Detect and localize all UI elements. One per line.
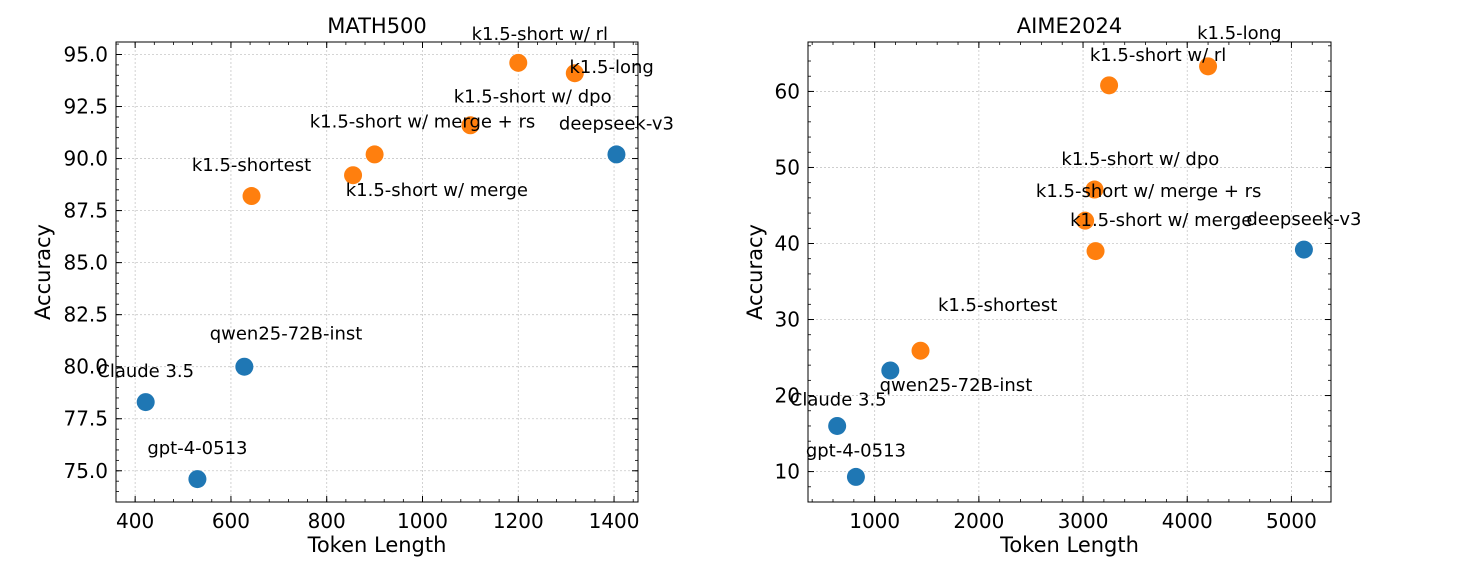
chart-0-y-tick-label: 75.0 bbox=[63, 459, 108, 483]
chart-0-data-point bbox=[509, 53, 528, 72]
chart-1-point-annotation: deepseek-v3 bbox=[1246, 209, 1361, 230]
chart-0-data-point bbox=[344, 166, 363, 185]
chart-0-point-annotation: qwen25-72B-inst bbox=[210, 324, 363, 345]
chart-0-x-tick-label: 800 bbox=[308, 509, 346, 533]
chart-0-point-annotation: k1.5-short w/ rl bbox=[472, 24, 608, 45]
chart-1-y-tick-label: 20 bbox=[775, 384, 800, 408]
chart-0-x-tick-label: 400 bbox=[116, 509, 154, 533]
chart-0-point-annotation: deepseek-v3 bbox=[559, 113, 674, 134]
chart-1-data-point bbox=[1086, 242, 1105, 261]
chart-1-point-annotation: k1.5-short w/ dpo bbox=[1061, 149, 1219, 170]
chart-1-point-annotation: k1.5-short w/ merge + rs bbox=[1036, 181, 1262, 202]
chart-0-point-annotation: k1.5-short w/ merge + rs bbox=[310, 111, 536, 132]
chart-1-x-tick-label: 5000 bbox=[1266, 509, 1317, 533]
chart-0-point-annotation: k1.5-shortest bbox=[192, 155, 311, 176]
chart-1-data-point bbox=[1085, 180, 1104, 199]
chart-0-x-axis-label: Token Length bbox=[307, 533, 447, 557]
chart-1-x-tick-label: 2000 bbox=[953, 509, 1004, 533]
chart-0-data-point bbox=[461, 116, 480, 135]
chart-0-point-annotation: k1.5-short w/ merge bbox=[346, 180, 528, 201]
chart-0-y-tick-label: 77.5 bbox=[63, 407, 108, 431]
chart-0-point-annotation: gpt-4-0513 bbox=[147, 438, 247, 459]
chart-0-y-axis-label: Accuracy bbox=[31, 224, 55, 320]
chart-1-y-tick-label: 50 bbox=[775, 155, 800, 179]
chart-1-data-point bbox=[828, 416, 847, 435]
chart-1-point-annotation: Claude 3.5 bbox=[790, 389, 887, 410]
chart-0-data-point bbox=[242, 187, 261, 206]
chart-1-point-annotation: gpt-4-0513 bbox=[806, 440, 906, 461]
chart-0-data-point bbox=[235, 357, 254, 376]
chart-0-data-point bbox=[136, 393, 155, 412]
chart-1-data-point bbox=[881, 361, 900, 380]
chart-1-y-axis-label: Accuracy bbox=[743, 224, 767, 320]
chart-0-data-point bbox=[188, 470, 207, 489]
chart-0-title: MATH500 bbox=[327, 14, 427, 38]
chart-0-y-tick-label: 90.0 bbox=[63, 147, 108, 171]
chart-0-y-tick-label: 80.0 bbox=[63, 355, 108, 379]
chart-1-y-tick-label: 30 bbox=[775, 308, 800, 332]
chart-1-y-tick-label: 60 bbox=[775, 79, 800, 103]
chart-1-x-axis-label: Token Length bbox=[999, 533, 1139, 557]
chart-0-y-tick-label: 87.5 bbox=[63, 199, 108, 223]
chart-1-point-annotation: k1.5-short w/ rl bbox=[1090, 45, 1226, 66]
chart-0-point-annotation: k1.5-long bbox=[569, 57, 653, 78]
chart-0-x-tick-label: 600 bbox=[212, 509, 250, 533]
chart-1-point-annotation: k1.5-long bbox=[1197, 23, 1281, 44]
chart-1-data-point bbox=[1076, 211, 1095, 230]
chart-1-point-annotation: k1.5-short w/ merge bbox=[1070, 210, 1252, 231]
chart-0-y-tick-label: 92.5 bbox=[63, 95, 108, 119]
chart-1-title: AIME2024 bbox=[1017, 14, 1122, 38]
chart-1-x-tick-label: 1000 bbox=[849, 509, 900, 533]
chart-0-data-point bbox=[565, 64, 584, 83]
chart-0-x-tick-label: 1200 bbox=[493, 509, 544, 533]
chart-1-data-point bbox=[1294, 240, 1313, 259]
chart-1-data-point bbox=[846, 467, 865, 486]
chart-0-point-annotation: k1.5-short w/ dpo bbox=[454, 86, 612, 107]
chart-0-x-tick-label: 1000 bbox=[397, 509, 448, 533]
chart-0-x-tick-label: 1400 bbox=[589, 509, 640, 533]
chart-1-point-annotation: k1.5-shortest bbox=[938, 295, 1057, 316]
chart-1-data-point bbox=[911, 341, 930, 360]
chart-0-plot-frame bbox=[115, 41, 639, 503]
chart-1-y-tick-label: 40 bbox=[775, 231, 800, 255]
chart-0-y-tick-label: 95.0 bbox=[63, 42, 108, 66]
chart-1-x-tick-label: 3000 bbox=[1058, 509, 1109, 533]
chart-0-data-point bbox=[365, 145, 384, 164]
chart-0-y-tick-label: 85.0 bbox=[63, 251, 108, 275]
chart-1-data-point bbox=[1199, 57, 1218, 76]
chart-1-y-tick-label: 10 bbox=[775, 460, 800, 484]
chart-0-data-point bbox=[607, 145, 626, 164]
chart-1-x-tick-label: 4000 bbox=[1162, 509, 1213, 533]
chart-1-data-point bbox=[1100, 76, 1119, 95]
chart-1-plot-frame bbox=[807, 41, 1332, 503]
chart-0-y-tick-label: 82.5 bbox=[63, 303, 108, 327]
chart-0-point-annotation: Claude 3.5 bbox=[97, 361, 194, 382]
chart-1-point-annotation: qwen25-72B-inst bbox=[880, 375, 1033, 396]
